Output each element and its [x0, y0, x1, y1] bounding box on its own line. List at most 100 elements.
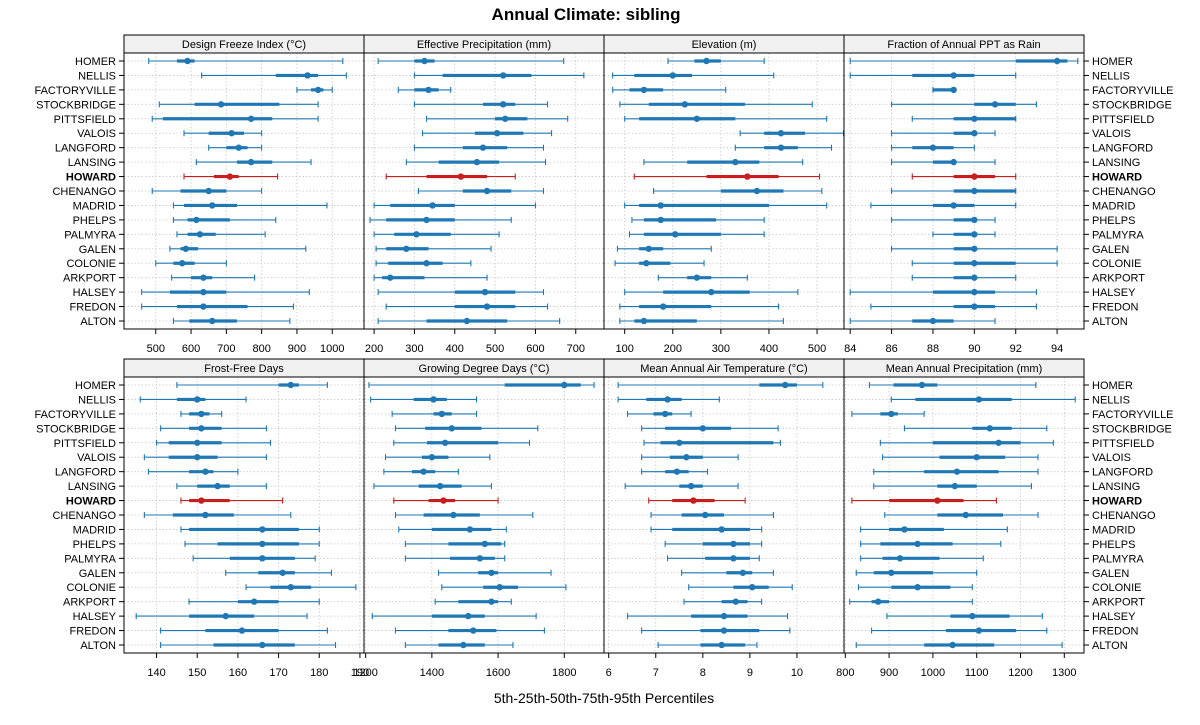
site-label-left: GALEN — [79, 244, 116, 256]
median-point — [645, 245, 652, 252]
x-tick-label: 600 — [526, 343, 544, 355]
site-label-right: ALTON — [1092, 316, 1128, 328]
median-point — [975, 396, 983, 403]
site-label-right: COLONIE — [1092, 582, 1142, 594]
x-tick-label: 170 — [269, 667, 287, 679]
median-point — [496, 584, 503, 591]
site-label-left: MADRID — [73, 200, 116, 212]
panel-title: Frost-Free Days — [204, 363, 284, 375]
median-point — [901, 526, 908, 533]
panel-2: Effective Precipitation (mm) 200 300 400 500… — [363, 34, 605, 355]
median-point — [250, 598, 258, 605]
site-label-left: CHENANGO — [52, 186, 116, 198]
median-point — [440, 497, 447, 504]
x-tick-label: 94 — [1051, 343, 1063, 355]
site-label-left: ALTON — [80, 316, 116, 328]
x-tick-label: 100 — [616, 343, 634, 355]
site-label-left: COLONIE — [66, 582, 116, 594]
site-label-right: LANSING — [1092, 157, 1140, 169]
median-point — [479, 144, 487, 151]
median-point — [423, 260, 430, 267]
median-point — [971, 245, 978, 252]
site-label-left: LANSING — [68, 157, 116, 169]
median-point — [200, 274, 207, 281]
x-tick-label: 180 — [310, 667, 328, 679]
median-point — [659, 303, 667, 310]
median-point — [739, 569, 747, 576]
median-point — [413, 231, 420, 238]
median-point — [914, 584, 921, 591]
median-point — [200, 303, 207, 310]
median-point — [198, 410, 205, 418]
x-tick-label: 6 — [606, 667, 612, 679]
median-point — [971, 187, 978, 195]
median-point — [888, 410, 895, 418]
x-tick-label: 200 — [664, 343, 682, 355]
median-point — [732, 598, 739, 605]
median-point — [238, 627, 246, 634]
median-point — [971, 115, 978, 122]
x-tick-label: 190 — [351, 667, 369, 679]
median-point — [934, 497, 941, 504]
site-label-left: LANSING — [68, 481, 116, 493]
site-label-right: LANGFORD — [1092, 467, 1153, 479]
site-label-right: GALEN — [1092, 568, 1129, 580]
median-point — [730, 555, 737, 562]
median-point — [209, 202, 216, 209]
site-label-right: PALMYRA — [1092, 229, 1144, 241]
median-point — [973, 454, 980, 461]
site-label-left: COLONIE — [66, 258, 116, 270]
median-point — [214, 482, 221, 490]
x-tick-label: 200 — [365, 343, 383, 355]
site-label-left: NELLIS — [78, 70, 116, 82]
median-point — [749, 584, 756, 591]
site-label-right: HOWARD — [1092, 172, 1142, 184]
median-point — [438, 410, 445, 418]
median-point — [888, 569, 895, 576]
site-label-left: ALTON — [80, 640, 116, 652]
median-point — [671, 231, 679, 238]
median-point — [777, 144, 785, 151]
median-point — [314, 86, 322, 94]
median-point — [473, 158, 481, 166]
median-point — [194, 439, 201, 446]
median-point — [657, 202, 664, 209]
median-point — [971, 274, 978, 281]
median-point — [561, 381, 568, 389]
x-tick-label: 900 — [880, 667, 898, 679]
site-label-right: VALOIS — [1092, 128, 1131, 140]
median-point — [657, 216, 664, 224]
panel-4: Fraction of Annual PPT as Rain 84 86 88 90 92… — [843, 34, 1174, 355]
median-point — [975, 627, 983, 634]
median-point — [420, 468, 427, 475]
median-point — [470, 627, 477, 634]
site-label-left: HOMER — [75, 56, 116, 68]
site-label-left: LANGFORD — [55, 143, 116, 155]
median-point — [687, 482, 695, 490]
median-point — [501, 115, 509, 122]
site-label-left: HOWARD — [66, 496, 116, 508]
site-label-left: VALOIS — [77, 452, 116, 464]
median-point — [874, 598, 882, 605]
median-point — [683, 454, 690, 461]
site-label-right: GALEN — [1092, 244, 1129, 256]
panel-1: Design Freeze Index (°C) 500 600 700 800 900 1… — [34, 34, 365, 355]
median-point — [991, 101, 999, 108]
site-label-left: PALMYRA — [64, 229, 116, 241]
median-point — [699, 425, 707, 432]
site-label-right: CHENANGO — [1092, 510, 1156, 522]
median-point — [777, 130, 785, 137]
median-point — [247, 115, 255, 122]
site-label-left: FACTORYVILLE — [34, 409, 116, 421]
site-label-left: PHELPS — [73, 215, 116, 227]
site-label-right: HOWARD — [1092, 496, 1142, 508]
site-label-left: GALEN — [79, 568, 116, 580]
median-point — [499, 101, 507, 108]
x-tick-label: 1000 — [320, 343, 344, 355]
x-tick-label: 160 — [229, 667, 247, 679]
median-point — [730, 540, 737, 548]
site-label-right: ARKPORT — [1092, 597, 1145, 609]
panel-title: Design Freeze Index (°C) — [182, 39, 306, 51]
median-point — [701, 511, 709, 519]
median-point — [481, 288, 489, 296]
